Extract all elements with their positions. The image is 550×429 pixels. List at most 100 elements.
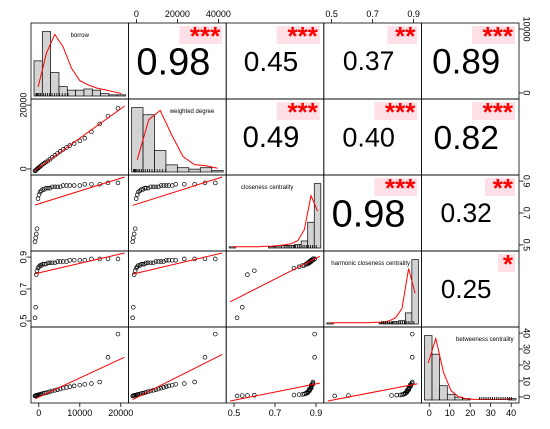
histogram-bar [108,94,118,97]
histogram-bar [116,94,126,97]
histogram-bar [313,183,322,249]
stars-highlight [498,254,515,272]
scatter-point [60,147,66,152]
scatter-point [97,379,102,385]
scatter-point [182,381,187,386]
histogram-bar [274,246,282,249]
scatter-point [34,226,40,231]
axis-tick-label: 30 [522,344,532,354]
regression-line [34,252,125,275]
histogram-bar [131,107,144,173]
regression-line [132,252,223,275]
scatter-point [245,393,250,398]
significance-stars: *** [287,21,318,51]
scatter-point [131,305,136,310]
scatter-point [32,315,38,321]
correlation-value: 0.98 [136,41,210,83]
variable-name-label: borrow [71,33,90,39]
correlation-value: 0.49 [243,122,300,154]
scatter-point [312,256,317,262]
scatter-point [161,259,166,264]
scatter-point [82,136,88,141]
scatter-point [148,184,153,190]
scatter-point [213,180,218,186]
scatter-point [163,257,169,263]
correlation-value: 0.45 [244,46,299,77]
histogram-bar [33,60,43,97]
scatter-point [82,181,88,187]
regression-line [132,353,223,400]
correlation-value: 0.98 [332,193,406,235]
histogram-bar [100,93,110,97]
histogram-bar [307,221,315,249]
scatter-point [47,389,53,394]
density-curve [37,33,122,94]
histogram-bar [66,89,76,97]
axis-tick-label: 20000 [18,93,28,118]
scatter-point [139,261,144,267]
scatter-point [55,259,60,264]
scatter-point [45,185,51,191]
scatter-point [60,183,66,188]
scatter-point [310,379,316,385]
scatter-point [39,163,44,168]
axis-tick-label: 10000 [522,17,532,42]
scatter-point [132,226,138,231]
stars-highlight [374,102,418,120]
scatter-point [409,355,415,360]
scatter-point [115,105,121,111]
scatter-point [36,264,42,270]
stars-highlight [276,102,320,120]
histogram-bar [228,246,237,249]
histogram-bar [50,72,60,97]
scatter-point [71,383,77,389]
scatter-point [156,184,161,190]
scatter-point [310,381,316,386]
scatter-point [166,183,172,188]
scatter-point [37,263,43,268]
scatter-point [89,381,94,386]
variable-name-label: harmonic closeness centrality [331,261,410,267]
significance-stars: *** [385,97,416,127]
scatter-point [143,185,149,191]
axis-tick-label: 20 [465,408,475,418]
scatter-point [130,315,135,321]
scatter-point [67,257,73,263]
axis-tick-label: 0 [36,408,41,418]
scatter-point [252,268,257,273]
correlation-value: 0.37 [343,46,394,76]
stars-highlight [179,26,223,44]
stars-highlight [485,178,515,196]
axis-tick-label: 0.5 [228,408,241,418]
scatter-point [143,260,149,266]
axis-tick-label: 0.9 [18,251,28,264]
scatter-point [57,259,63,264]
stars-highlight [374,178,418,196]
scatter-point [409,331,415,337]
scatter-point [173,257,178,263]
scatter-point [166,257,172,263]
scatter-point [151,184,156,190]
significance-stars: *** [385,173,416,203]
axis-tick-label: 10 [445,408,455,418]
axis-tick-label: 0.5 [325,9,338,19]
significance-stars: ** [493,173,514,203]
correlation-value: 0.82 [434,120,499,157]
histogram-bar [142,114,155,173]
scatter-point [202,355,208,360]
correlation-value: 0.32 [441,198,492,228]
axis-tick-label: 40000 [206,9,231,19]
scatter-point [47,185,53,191]
scatter-point [71,257,77,263]
scatter-point [67,183,73,188]
scatter-point [52,184,58,190]
scatter-point [153,259,159,264]
histogram-bar [83,88,93,97]
axis-tick-label: 0.7 [522,207,532,220]
histogram-bar [165,164,178,173]
scatter-point [151,260,156,266]
scatter-point [389,393,394,398]
scatter-point [82,382,88,387]
significance-stars: ** [395,21,416,51]
